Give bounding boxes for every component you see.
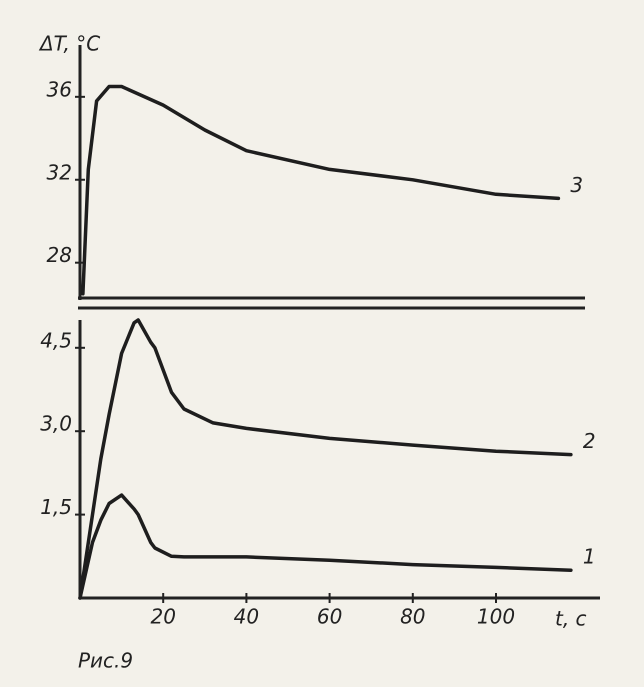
series-line [81, 84, 561, 296]
y-axis-label: ΔT, °C [38, 32, 100, 56]
series-label: 3 [570, 173, 583, 197]
x-tick-label: 100 [477, 605, 515, 629]
y-tick-label: 36 [47, 77, 72, 101]
series-line [78, 318, 573, 600]
y-tick-label: 1,5 [40, 495, 72, 519]
caption: Рис.9 [78, 649, 133, 673]
x-tick-label: 80 [400, 605, 425, 629]
x-axis-label: t, c [555, 607, 587, 631]
x-tick-label: 60 [317, 605, 342, 629]
y-tick-label: 4,5 [40, 328, 72, 352]
series-line [78, 493, 573, 600]
y-tick-label: 3,0 [40, 412, 72, 436]
series-label: 2 [583, 429, 596, 453]
x-tick-label: 40 [234, 605, 259, 629]
y-tick-label: 32 [47, 160, 72, 184]
series-label: 1 [583, 545, 596, 569]
x-tick-label: 20 [150, 605, 175, 629]
y-tick-label: 28 [47, 243, 72, 267]
